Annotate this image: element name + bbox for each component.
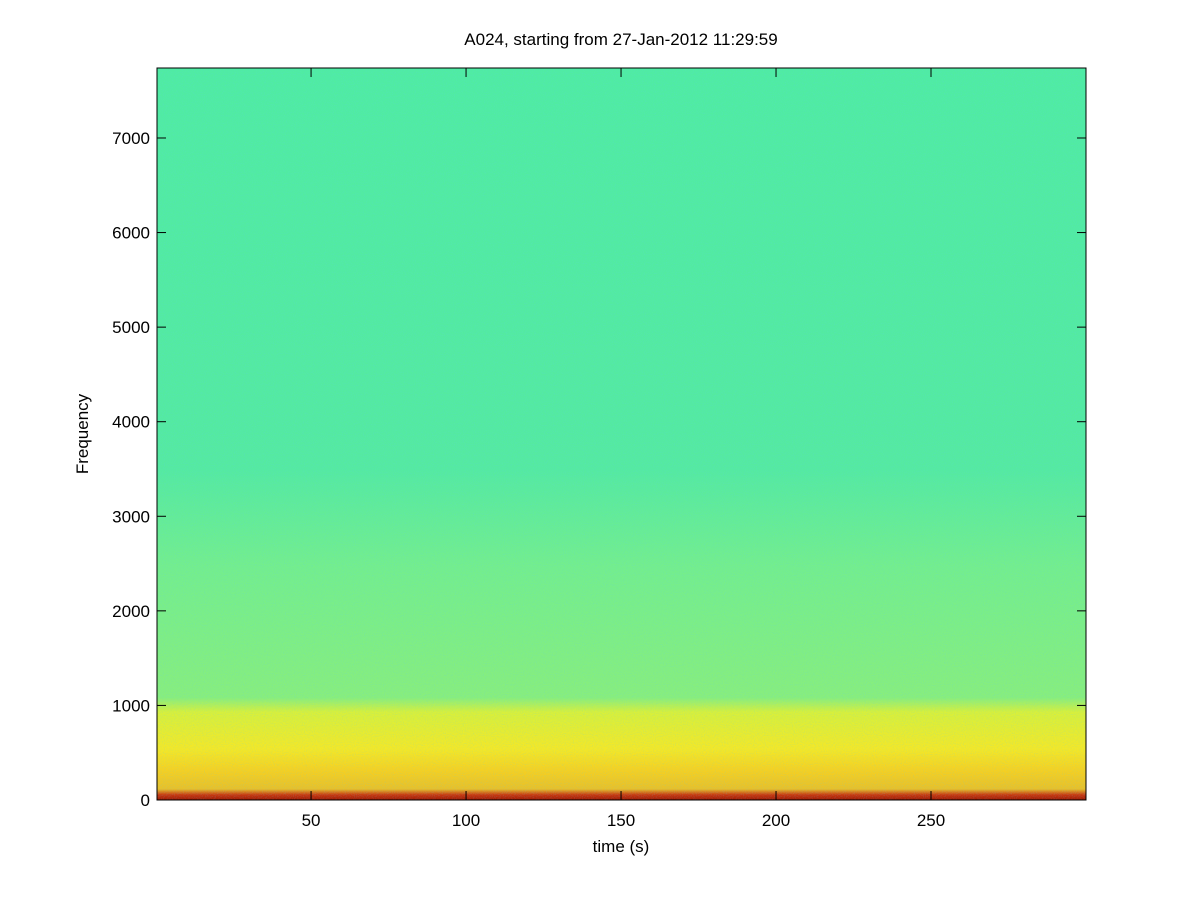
y-tick-label: 3000 (112, 507, 150, 526)
y-tick-label: 7000 (112, 129, 150, 148)
y-tick-label: 2000 (112, 602, 150, 621)
y-tick-label: 4000 (112, 413, 150, 432)
y-tick-label: 1000 (112, 696, 150, 715)
x-tick-label: 250 (917, 811, 945, 830)
chart-title: A024, starting from 27-Jan-2012 11:29:59 (464, 30, 777, 49)
x-tick-label: 50 (302, 811, 321, 830)
y-tick-label: 5000 (112, 318, 150, 337)
x-tick-label: 100 (452, 811, 480, 830)
x-tick-label: 200 (762, 811, 790, 830)
x-tick-label: 150 (607, 811, 635, 830)
y-axis-label: Frequency (73, 393, 92, 474)
y-tick-label: 6000 (112, 224, 150, 243)
spectrogram-image (157, 68, 1086, 800)
x-axis-label: time (s) (593, 837, 650, 856)
y-tick-label: 0 (141, 791, 150, 810)
